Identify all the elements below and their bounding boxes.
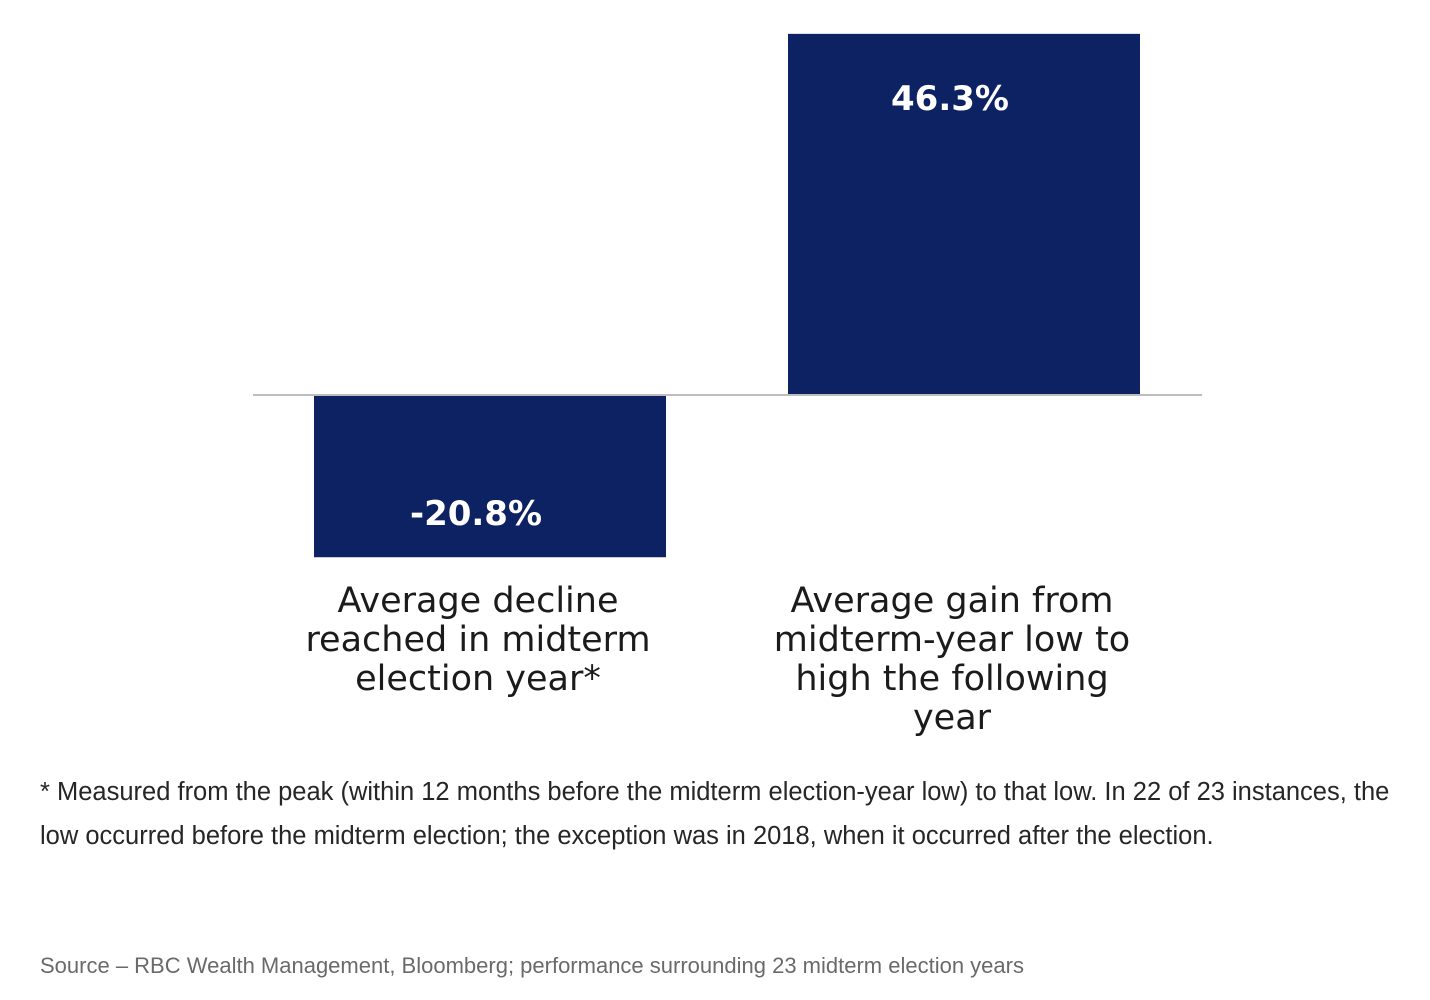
bar-1 xyxy=(788,33,1140,396)
source-note: Source – RBC Wealth Management, Bloomber… xyxy=(40,953,1024,978)
category-label-line: high the following year xyxy=(795,659,1109,738)
category-label-line: Average gain from xyxy=(790,581,1114,621)
bar-chart: -20.8% 46.3% xyxy=(253,33,1202,558)
bar-0 xyxy=(314,395,666,558)
footnote: * Measured from the peak (within 12 mont… xyxy=(40,778,1390,850)
category-label-gain: Average gain from midterm-year low to hi… xyxy=(752,582,1152,738)
category-label-line: reached in midterm xyxy=(305,620,651,660)
data-label-1: 46.3% xyxy=(891,79,1009,119)
category-label-decline: Average decline reached in midterm elect… xyxy=(278,582,678,699)
category-label-line: midterm-year low to xyxy=(773,620,1131,660)
category-label-line: election year* xyxy=(355,659,601,699)
chart-area: -20.8% 46.3% Average decline reached in m… xyxy=(253,33,1202,738)
data-label-0: -20.8% xyxy=(410,494,542,534)
category-label-line: Average decline xyxy=(337,581,619,621)
